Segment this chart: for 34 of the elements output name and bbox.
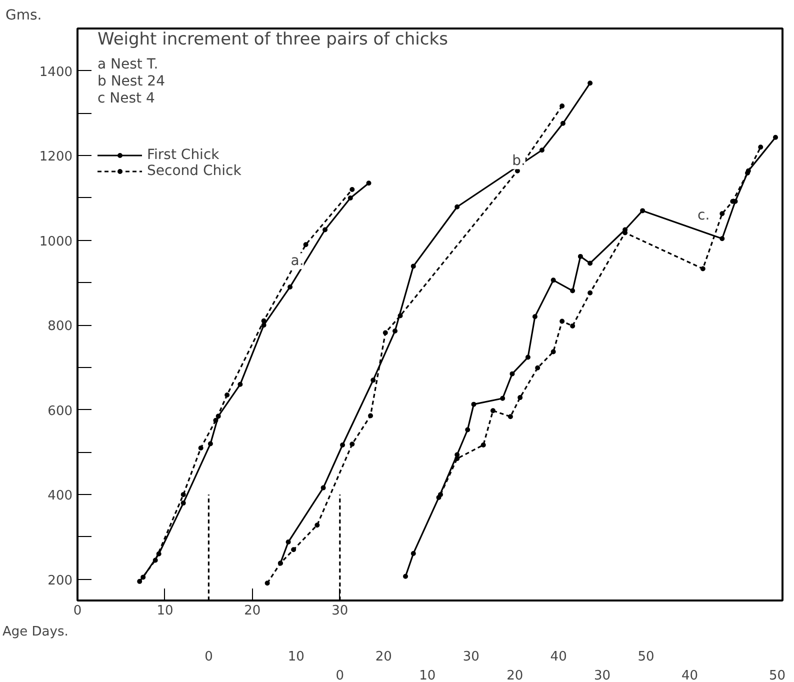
- x-tick-label: 0: [73, 604, 82, 618]
- annotation: c Nest 4: [98, 90, 155, 106]
- x-tick-label: 20: [375, 650, 392, 664]
- y-tick-label: 800: [48, 319, 73, 334]
- x-tick-label: 30: [594, 668, 611, 682]
- x-tick-label: 20: [244, 604, 261, 618]
- x-tick-label: 10: [288, 650, 304, 664]
- x-tick-label: 0: [204, 650, 213, 664]
- y-tick-label: 1000: [39, 234, 73, 250]
- x-tick-label: 40: [682, 668, 698, 682]
- legend-label: Second Chick: [147, 163, 242, 179]
- x-tick-label: 20: [506, 668, 524, 682]
- y-axis-title: Gms.: [6, 8, 42, 24]
- x-tick-label: 30: [462, 650, 480, 664]
- x-tick-label: 50: [638, 650, 654, 664]
- y-tick-label: 1200: [39, 150, 73, 165]
- x-tick-label: 0: [336, 668, 344, 682]
- y-tick-label: 1400: [39, 64, 73, 80]
- annotation: a.: [290, 253, 304, 270]
- legend-label: First Chick: [147, 147, 220, 163]
- x-tick-label: 30: [332, 604, 348, 618]
- x-tick-label: 10: [156, 604, 174, 618]
- y-tick-label: 200: [48, 573, 73, 588]
- x-tick-label: 10: [419, 668, 436, 682]
- annotation: c.: [698, 207, 710, 224]
- annotation: a Nest T.: [98, 56, 158, 72]
- x-tick-label: 40: [550, 650, 567, 664]
- y-tick-label: 400: [48, 488, 73, 504]
- y-tick-label: 600: [48, 404, 73, 419]
- chart-title: Weight increment of three pairs of chicks: [98, 30, 448, 50]
- annotation: b.: [512, 153, 526, 170]
- x-tick-label: 50: [768, 668, 786, 682]
- annotation: b Nest 24: [98, 74, 166, 90]
- x-axis-title: Age Days.: [2, 624, 68, 640]
